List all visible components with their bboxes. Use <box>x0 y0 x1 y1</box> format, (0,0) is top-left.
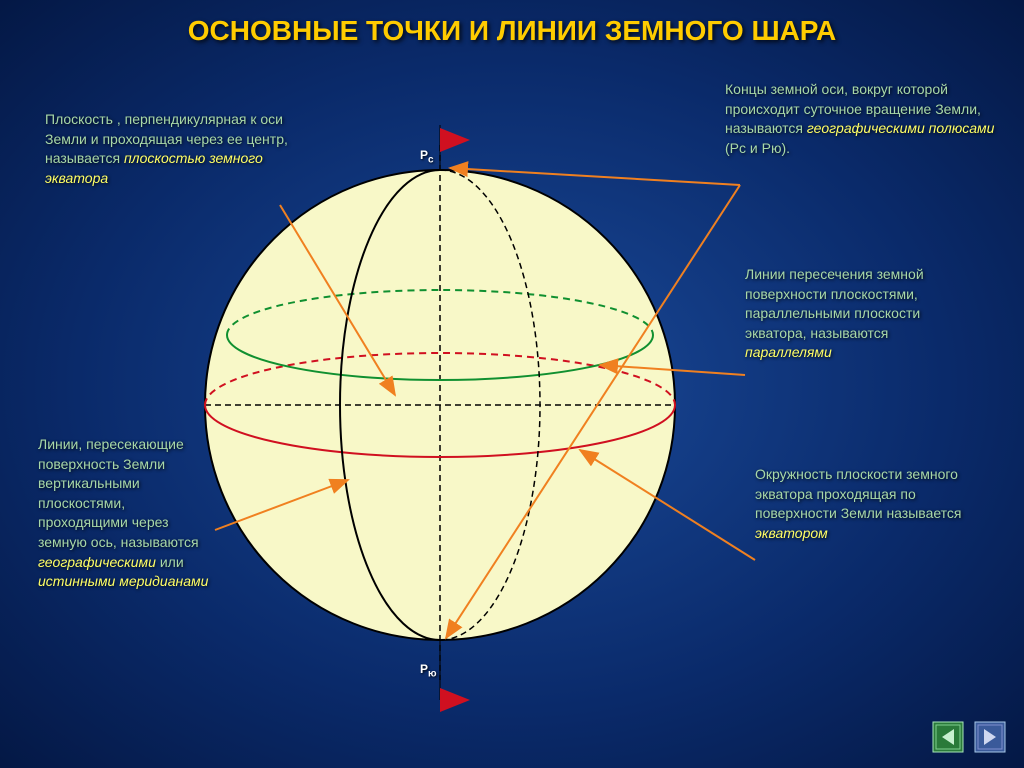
north-flag-icon <box>440 128 470 152</box>
north-pole-label: Рс <box>420 148 434 165</box>
box-equator: Окружность плоскости земного экватора пр… <box>755 465 980 543</box>
nav-back-button[interactable] <box>932 721 964 753</box>
nav-forward-button[interactable] <box>974 721 1006 753</box>
south-flag-icon <box>440 688 470 712</box>
box-poles: Концы земной оси, вокруг которой происхо… <box>725 80 995 158</box>
south-pole-label: Рю <box>420 662 437 679</box>
box-meridians: Линии, пересекающие поверхность Земли ве… <box>38 435 213 592</box>
box-parallels: Линии пересечения земной поверхности пло… <box>745 265 975 363</box>
box-equator-plane: Плоскость , перпендикулярная к оси Земли… <box>45 110 305 188</box>
